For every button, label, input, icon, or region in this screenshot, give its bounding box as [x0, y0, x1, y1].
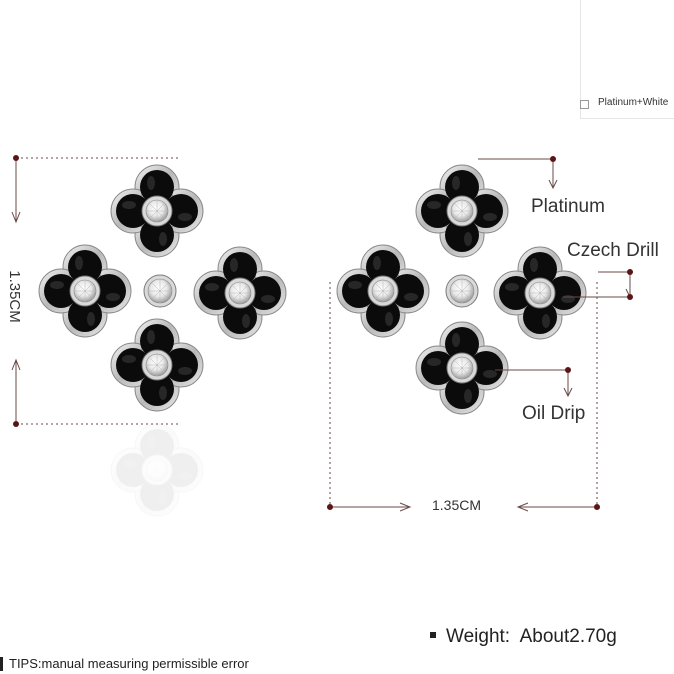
width-dimension-label: 1.35CM [432, 497, 482, 513]
callout-finish: Oil Drip [522, 403, 586, 424]
tips-marker-icon [0, 656, 3, 671]
height-dimension-label: 1.35CM [5, 270, 23, 323]
weight-value: About2.70g [519, 626, 617, 647]
weight-label: Weight: [446, 626, 511, 647]
bullet-icon [430, 631, 436, 638]
left-earring-reflection [110, 423, 204, 517]
tips-text: TIPS:manual measuring permissible error [9, 656, 249, 671]
variant-option-label[interactable]: Platinum+White [598, 97, 669, 108]
czech-drill-leader [563, 271, 631, 298]
callout-stone: Czech Drill [567, 240, 659, 261]
callout-material: Platinum [531, 196, 605, 217]
variant-checkbox[interactable] [580, 100, 589, 109]
weight-row: Weight: About2.70g [430, 626, 617, 648]
platinum-leader [478, 158, 554, 188]
tips-row: TIPS:manual measuring permissible error [0, 656, 249, 672]
width-dimension [329, 282, 598, 512]
left-earring [38, 164, 287, 412]
height-dimension [11, 157, 180, 425]
variant-thumbnail-box[interactable] [580, 0, 674, 119]
